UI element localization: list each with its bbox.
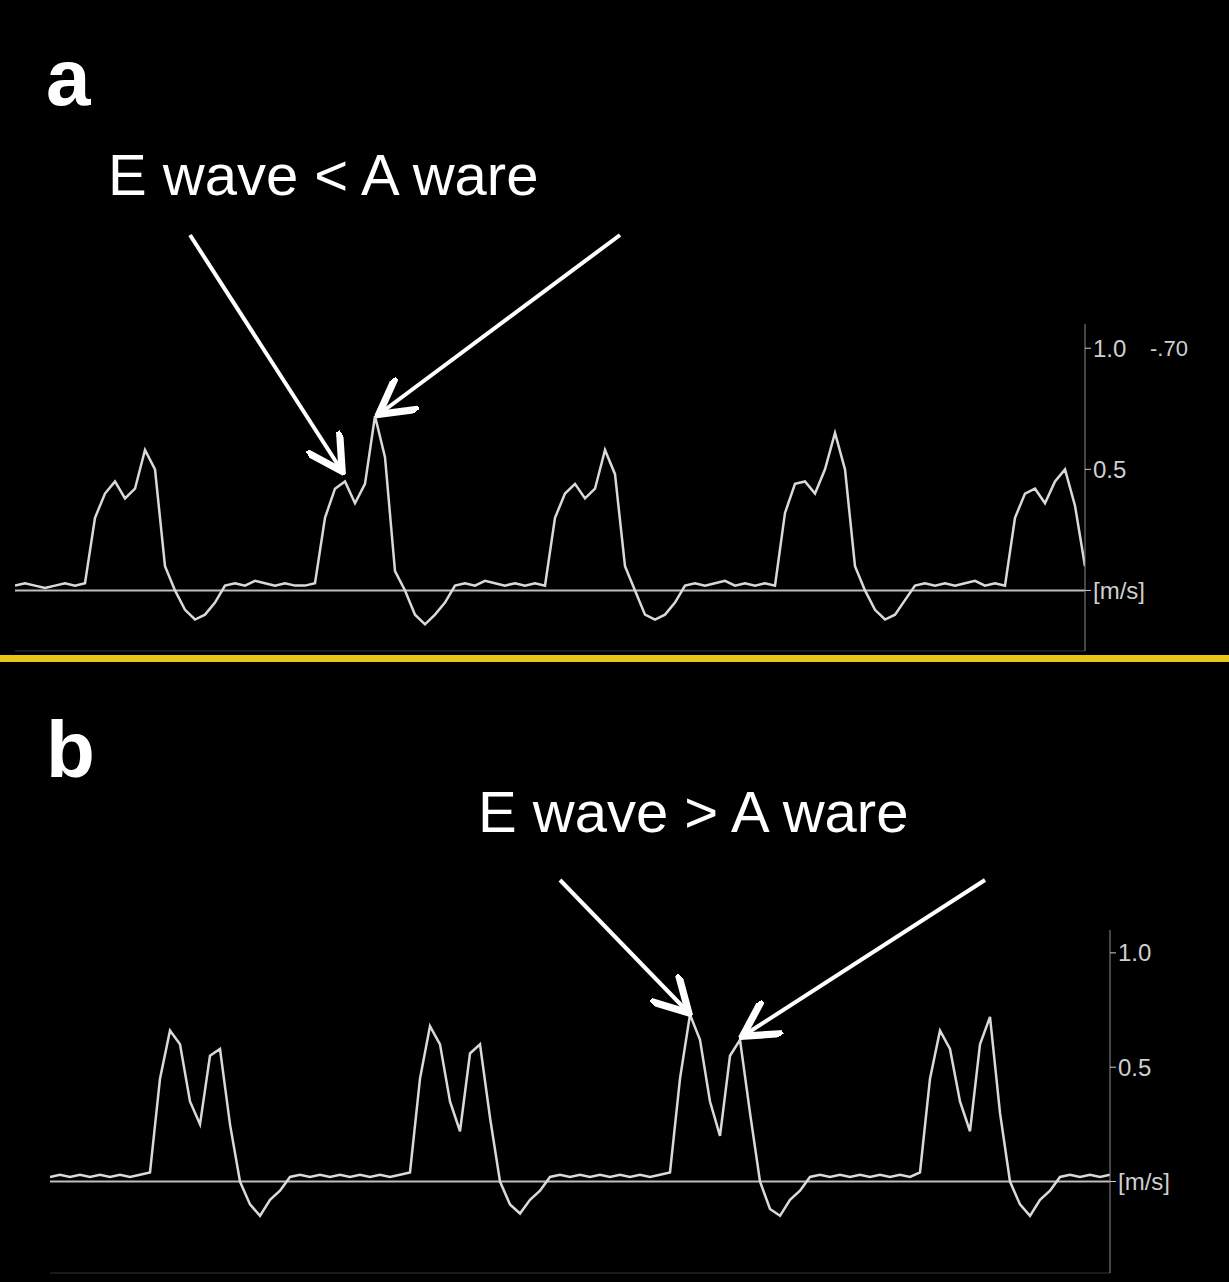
- svg-text:E wave < A ware: E wave < A ware: [108, 142, 538, 207]
- svg-text:-.70: -.70: [1150, 336, 1188, 361]
- svg-text:[m/s]: [m/s]: [1093, 577, 1145, 604]
- svg-text:E wave > A ware: E wave > A ware: [478, 779, 908, 844]
- svg-text:0.5: 0.5: [1118, 1054, 1151, 1081]
- svg-text:[m/s]: [m/s]: [1118, 1168, 1170, 1195]
- svg-text:a: a: [46, 33, 91, 122]
- svg-text:0.5: 0.5: [1093, 456, 1126, 483]
- svg-text:1.0: 1.0: [1093, 335, 1126, 362]
- svg-text:1.0: 1.0: [1118, 939, 1151, 966]
- svg-text:b: b: [46, 705, 95, 794]
